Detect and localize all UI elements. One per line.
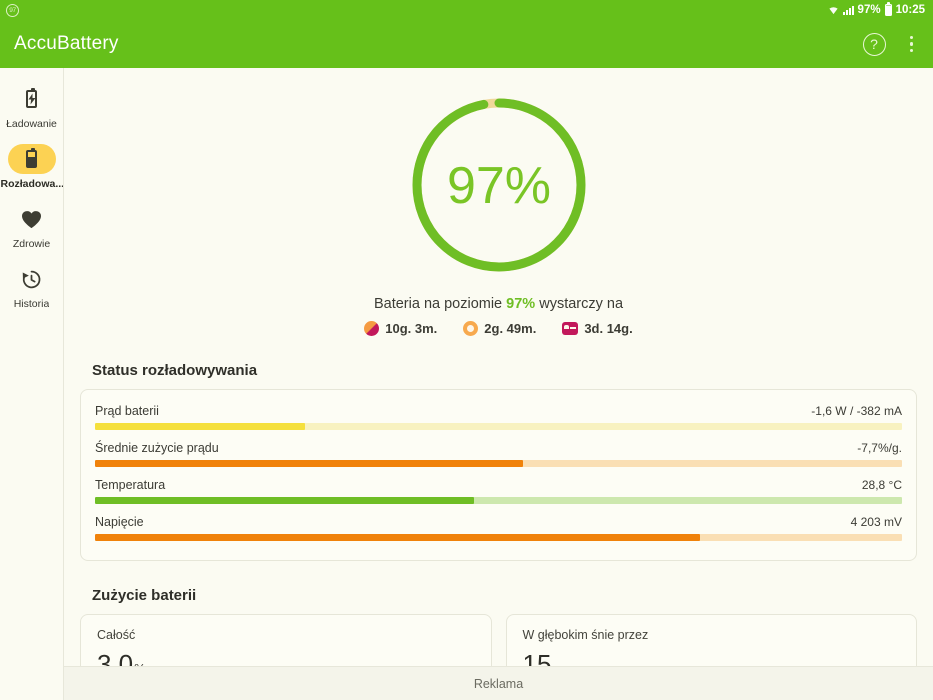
sidebar-item-label: Rozładowa...	[0, 178, 63, 190]
sidebar-item-historia[interactable]: Historia	[0, 258, 64, 318]
app-bar-actions: ?	[862, 32, 920, 56]
estimate-chip-screen-on: 2g. 49m.	[463, 321, 536, 336]
mixed-use-icon	[364, 321, 380, 336]
sidebar-item-rozladowanie[interactable]: Rozładowa...	[0, 138, 64, 198]
app-bar: AccuBattery ?	[0, 20, 933, 68]
section-title-discharge-status: Status rozładowywania	[92, 362, 258, 379]
app-shell: Ładowanie Rozładowa... Zdrowie	[0, 68, 933, 700]
status-row-value: 4 203 mV	[850, 515, 902, 529]
notification-badge-icon: 97	[6, 3, 19, 17]
estimate-percent: 97%	[506, 296, 536, 312]
discharge-status-card: Prąd baterii -1,6 W / -382 mA Średnie zu…	[80, 389, 917, 561]
status-row-value: 28,8 °C	[861, 478, 902, 492]
status-row-label: Napięcie	[95, 515, 144, 529]
status-row-srednie-zuzycie: Średnie zużycie prądu -7,7%/g.	[95, 437, 902, 467]
estimate-chip-value: 2g. 49m.	[484, 321, 537, 336]
wifi-icon	[828, 6, 838, 14]
status-bar-right: 97% 10:25	[828, 2, 925, 16]
sleep-icon	[562, 322, 579, 335]
svg-text:97%: 97%	[446, 157, 550, 215]
status-bar: 97 97% 10:25	[0, 0, 933, 20]
sidebar-item-zdrowie[interactable]: Zdrowie	[0, 198, 64, 258]
status-clock: 10:25	[895, 4, 925, 16]
status-row-value: -7,7%/g.	[857, 441, 902, 455]
status-row-temperatura: Temperatura 28,8 °C	[95, 474, 902, 504]
sidebar-item-label: Ładowanie	[6, 118, 57, 130]
battery-icon	[884, 2, 892, 16]
status-row-value: -1,6 W / -382 mA	[811, 404, 902, 418]
overflow-menu-icon[interactable]	[904, 33, 920, 56]
ad-label: Reklama	[473, 676, 524, 691]
sidebar: Ładowanie Rozładowa... Zdrowie	[0, 68, 64, 700]
status-row-label: Prąd baterii	[95, 404, 159, 418]
status-row-prad-baterii: Prąd baterii -1,6 W / -382 mA	[95, 400, 902, 430]
status-row-label: Temperatura	[95, 478, 166, 492]
sidebar-item-label: Zdrowie	[12, 238, 51, 250]
estimate-chip-mixed: 10g. 3m.	[364, 321, 437, 336]
usage-card-title: Całość	[97, 628, 136, 642]
status-row-label: Średnie zużycie prądu	[95, 441, 219, 455]
battery-gauge: 97% Bateria na poziomie 97% wystarczy na…	[64, 68, 933, 336]
history-clock-icon	[8, 264, 56, 294]
sidebar-item-label: Historia	[13, 298, 50, 310]
help-icon[interactable]: ?	[862, 32, 886, 56]
battery-charging-icon	[8, 84, 56, 114]
bolt-icon	[28, 93, 35, 105]
battery-ring-chart: 97%	[412, 98, 585, 272]
estimate-prefix: Bateria na poziomie	[373, 296, 507, 312]
status-bar-left: 97	[6, 3, 19, 17]
screen-on-icon	[463, 321, 479, 336]
estimate-chip-value: 10g. 3m.	[385, 321, 438, 336]
section-title-battery-usage: Zużycie baterii	[92, 587, 197, 604]
status-row-napiecie: Napięcie 4 203 mV	[95, 511, 902, 541]
estimate-chip-value: 3d. 14g.	[584, 321, 633, 336]
status-row-bar	[95, 497, 902, 504]
status-row-bar	[95, 423, 902, 430]
status-row-bar	[95, 460, 902, 467]
estimate-chip-sleep: 3d. 14g.	[562, 321, 633, 336]
battery-discharging-icon	[7, 144, 56, 174]
status-battery-percent: 97%	[857, 4, 881, 16]
sidebar-item-ladowanie[interactable]: Ładowanie	[0, 78, 64, 138]
estimate-headline: Bateria na poziomie 97% wystarczy na	[374, 296, 623, 312]
app-title: AccuBattery	[14, 33, 119, 54]
signal-icon	[842, 5, 854, 15]
status-row-bar	[95, 534, 902, 541]
heart-icon	[8, 204, 56, 234]
discharge-status-section: Status rozładowywania Prąd baterii -1,6 …	[64, 362, 933, 561]
estimate-chips: 10g. 3m. 2g. 49m. 3d. 14g.	[364, 321, 633, 336]
usage-card-title: W głębokim śnie przez	[522, 628, 649, 642]
estimate-suffix: wystarczy na	[535, 296, 624, 312]
ad-banner[interactable]: Reklama	[64, 666, 933, 700]
main-content: 97% Bateria na poziomie 97% wystarczy na…	[64, 68, 933, 700]
